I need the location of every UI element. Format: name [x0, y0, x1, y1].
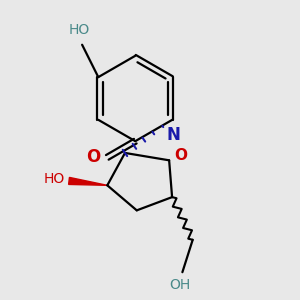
Text: OH: OH: [169, 278, 190, 292]
Text: O: O: [86, 148, 100, 166]
Text: N: N: [167, 126, 181, 144]
Text: O: O: [174, 148, 188, 164]
Text: HO: HO: [68, 23, 90, 38]
Text: HO: HO: [44, 172, 64, 186]
Polygon shape: [69, 177, 107, 185]
